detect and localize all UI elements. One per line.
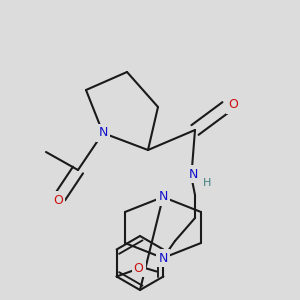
Text: N: N <box>158 190 168 203</box>
Text: O: O <box>134 262 144 275</box>
Text: O: O <box>53 194 63 206</box>
Text: N: N <box>188 167 198 181</box>
Text: H: H <box>203 178 211 188</box>
Text: N: N <box>158 251 168 265</box>
Text: N: N <box>98 127 108 140</box>
Text: O: O <box>228 98 238 112</box>
